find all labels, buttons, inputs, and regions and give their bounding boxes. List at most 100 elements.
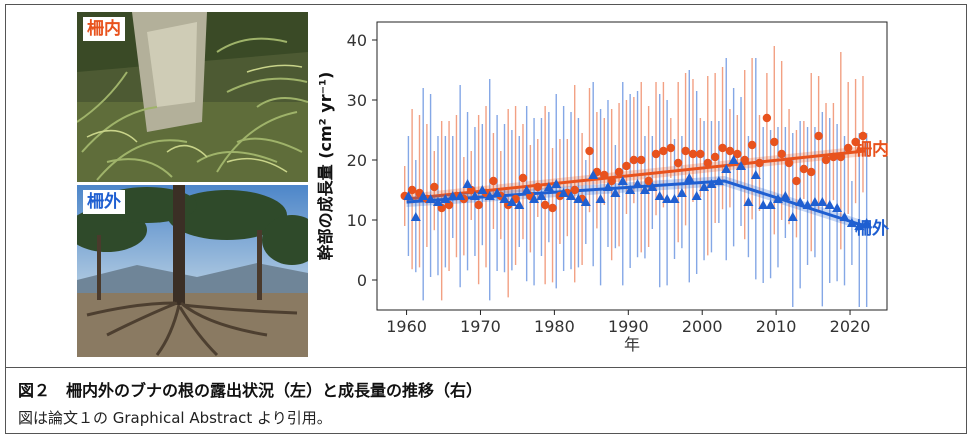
- inside-fence-tag: 柵内: [83, 17, 125, 41]
- data-point: [536, 191, 547, 200]
- y-axis-label: 幹部の成長量 (cm² yr⁻¹): [316, 72, 335, 261]
- data-point: [851, 137, 860, 147]
- data-point: [600, 170, 609, 180]
- data-point: [824, 200, 835, 209]
- data-point: [469, 191, 480, 200]
- data-point: [713, 176, 724, 185]
- data-point: [425, 194, 436, 203]
- data-point: [637, 155, 646, 165]
- y-tick-label: 0: [357, 271, 367, 290]
- data-point: [462, 179, 473, 188]
- data-point: [489, 176, 498, 186]
- data-point: [829, 152, 838, 162]
- data-point: [817, 197, 828, 206]
- data-point: [721, 164, 732, 173]
- data-point: [696, 149, 705, 159]
- data-point: [410, 212, 421, 221]
- data-point: [854, 221, 865, 230]
- trend-line-1: [406, 179, 866, 228]
- data-point: [610, 188, 621, 197]
- data-point: [407, 185, 417, 195]
- data-point: [614, 167, 624, 177]
- data-point: [736, 161, 747, 170]
- data-point: [669, 194, 680, 203]
- x-tick-label: 2010: [756, 317, 797, 336]
- data-point: [499, 194, 510, 203]
- caption-divider: [6, 367, 966, 368]
- data-point: [617, 176, 628, 185]
- data-point: [681, 146, 690, 156]
- data-point: [595, 194, 606, 203]
- forest-floor-image: [77, 12, 308, 182]
- data-point: [518, 173, 528, 183]
- data-point: [644, 176, 653, 186]
- photo-inside-fence: 柵内: [77, 12, 308, 182]
- data-point: [821, 155, 831, 165]
- data-point: [548, 203, 557, 213]
- data-point: [747, 140, 757, 150]
- y-tick-label: 20: [347, 151, 367, 170]
- data-point: [622, 161, 631, 171]
- data-point: [706, 179, 717, 188]
- data-point: [432, 197, 443, 206]
- data-point: [725, 146, 735, 156]
- data-point: [602, 182, 613, 191]
- data-point: [740, 155, 749, 165]
- data-point: [543, 182, 554, 191]
- data-point: [521, 185, 532, 194]
- data-point: [688, 149, 698, 159]
- data-point: [639, 185, 650, 194]
- data-point: [629, 155, 639, 165]
- plot-area: [376, 21, 888, 311]
- data-point: [676, 188, 687, 197]
- data-point: [799, 164, 809, 174]
- data-point: [585, 146, 594, 156]
- y-tick-label: 40: [347, 31, 367, 50]
- data-point: [743, 197, 754, 206]
- data-point: [632, 179, 643, 188]
- data-point: [814, 131, 823, 141]
- data-point: [430, 182, 439, 192]
- data-point: [733, 149, 742, 159]
- data-point: [625, 185, 636, 194]
- x-tick-label: 2020: [830, 317, 871, 336]
- data-point: [673, 158, 683, 168]
- data-point: [832, 203, 843, 212]
- x-tick-label: 2000: [682, 317, 723, 336]
- data-point: [858, 131, 868, 141]
- x-axis-label: 年: [624, 335, 640, 354]
- data-point: [750, 170, 761, 179]
- series-label-1: 柵外: [855, 218, 889, 239]
- data-point: [588, 170, 599, 179]
- data-point: [807, 167, 816, 177]
- series-label-0: 柵内: [855, 139, 889, 160]
- data-point: [533, 182, 542, 192]
- series-points-1: [403, 155, 872, 230]
- x-tick-label: 1970: [460, 317, 501, 336]
- data-point: [772, 194, 783, 203]
- x-tick-label: 1960: [386, 317, 427, 336]
- data-point: [765, 200, 776, 209]
- outside-fence-tag: 柵外: [83, 190, 125, 214]
- data-point: [691, 191, 702, 200]
- data-point: [540, 200, 550, 210]
- data-point: [780, 191, 791, 200]
- y-tick-label: 10: [347, 211, 367, 230]
- data-point: [447, 191, 458, 200]
- data-point: [440, 194, 451, 203]
- data-point: [647, 182, 658, 191]
- data-point: [566, 191, 577, 200]
- data-point: [792, 176, 801, 186]
- data-point: [403, 191, 414, 200]
- data-point: [666, 143, 676, 153]
- data-point: [728, 155, 739, 164]
- data-point: [570, 185, 579, 195]
- data-point: [558, 188, 569, 197]
- data-point: [573, 194, 584, 203]
- data-point: [758, 200, 769, 209]
- data-point: [839, 212, 850, 221]
- y-tick-label: 30: [347, 91, 367, 110]
- data-point: [529, 194, 540, 203]
- data-point: [762, 113, 772, 123]
